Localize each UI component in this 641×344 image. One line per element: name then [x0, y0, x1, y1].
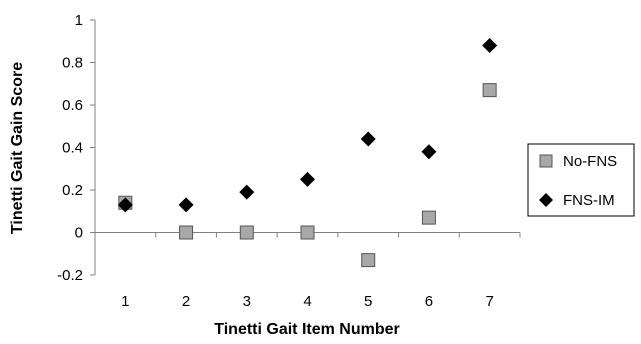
point-no-fns-7 [482, 83, 497, 98]
point-no-fns-6 [421, 210, 436, 225]
y-axis-ticks: -0.2 0 0.2 0.4 0.6 0.8 1 [57, 12, 95, 284]
point-fns-im-5 [360, 131, 376, 147]
y-axis-title: Tinetti Gait Gain Score [9, 62, 26, 234]
y-tick-label: 0.2 [62, 182, 83, 199]
x-tick-label: 1 [121, 293, 129, 310]
x-tick-label: 7 [485, 293, 493, 310]
point-no-fns-5 [361, 253, 376, 268]
x-axis-ticks: 1 2 3 4 5 6 7 [94, 232, 521, 310]
legend-label-fns-im: FNS-IM [563, 192, 615, 209]
x-axis-title: Tinetti Gait Item Number [214, 321, 400, 338]
y-tick-label: 0 [75, 225, 83, 242]
legend-label-no-fns: No-FNS [563, 153, 617, 170]
y-tick-label: -0.2 [57, 267, 83, 284]
point-fns-im-4 [300, 171, 315, 187]
point-no-fns-4 [300, 225, 315, 240]
legend-swatch-no-fns [539, 154, 553, 168]
x-tick-label: 2 [182, 293, 190, 310]
x-tick-label: 6 [425, 293, 433, 310]
y-tick-label: 0.4 [62, 140, 83, 157]
point-fns-im-1 [117, 197, 133, 213]
point-fns-im-2 [178, 197, 194, 213]
y-tick-label: 0.8 [62, 55, 83, 72]
point-fns-im-6 [421, 144, 437, 160]
x-tick-label: 4 [303, 293, 311, 310]
point-no-fns-2 [179, 225, 194, 240]
y-tick-label: 1 [75, 12, 83, 29]
y-tick-label: 0.6 [62, 97, 83, 114]
data-markers [117, 38, 498, 268]
x-tick-label: 5 [364, 293, 372, 310]
legend-swatch-fns-im [539, 193, 553, 207]
point-fns-im-3 [239, 184, 255, 200]
x-tick-label: 3 [243, 293, 251, 310]
legend: No-FNS FNS-IM [527, 143, 635, 217]
point-fns-im-7 [482, 38, 498, 53]
point-no-fns-3 [239, 225, 254, 240]
